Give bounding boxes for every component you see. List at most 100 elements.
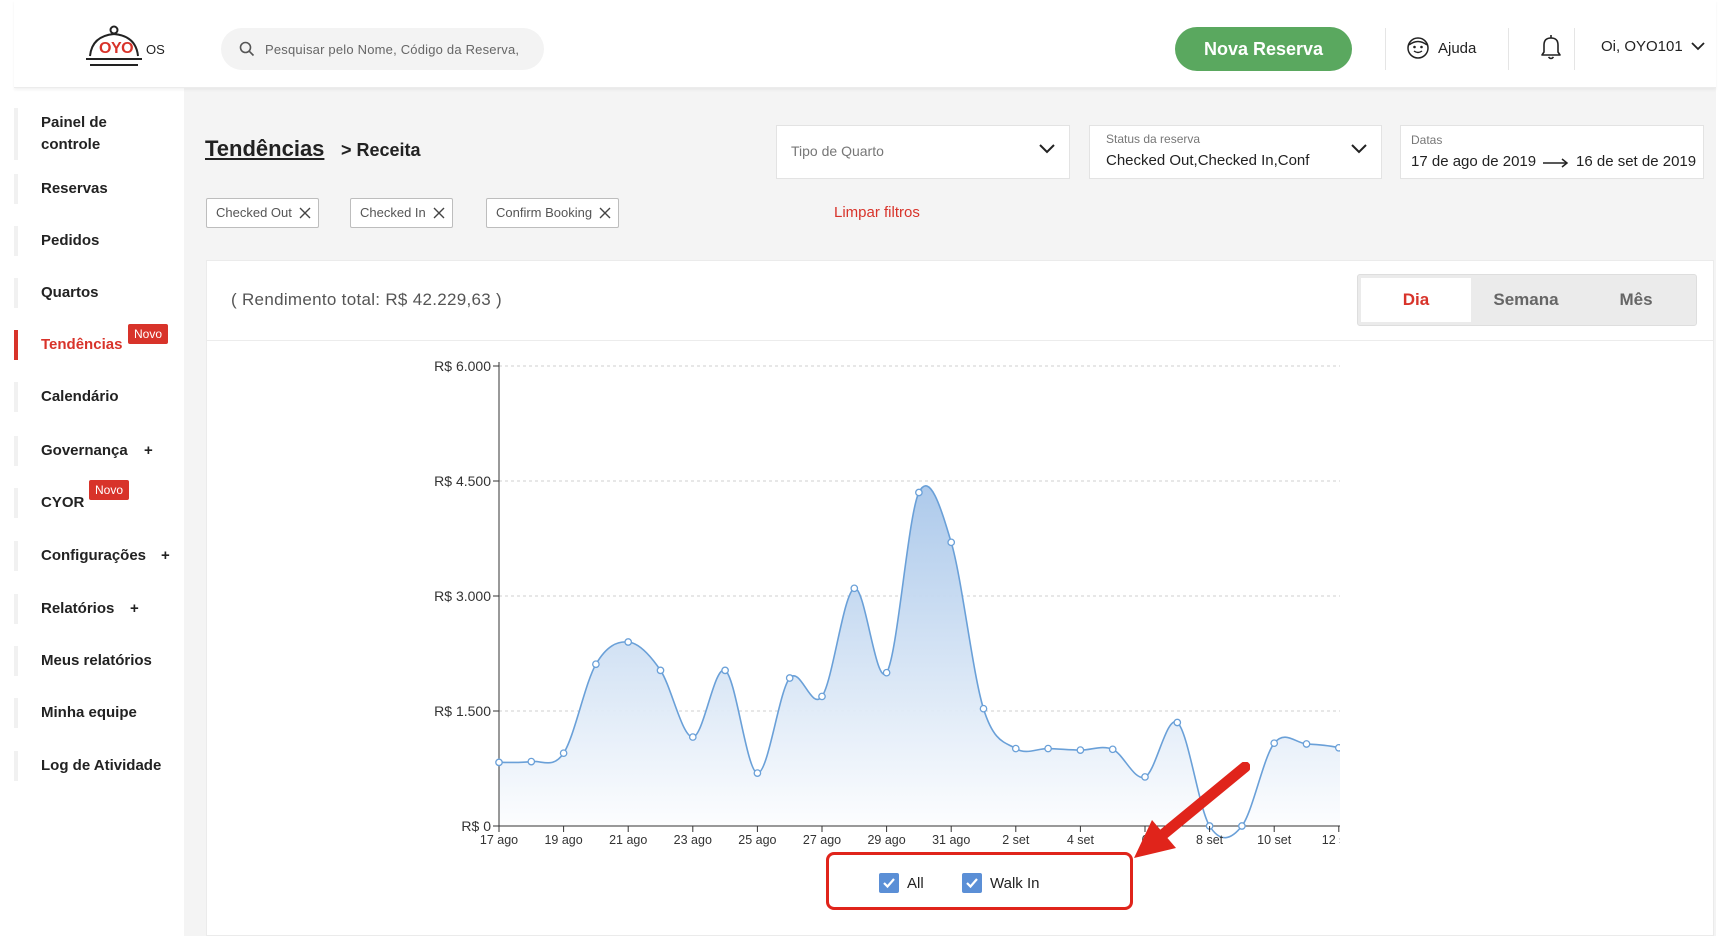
breadcrumb: > Receita [341,140,421,160]
room-type-dropdown[interactable]: Tipo de Quarto [776,125,1070,179]
sidebar-item-trends[interactable]: Tendências Novo [14,324,184,360]
sidebar-item-label: Calendário [41,388,119,405]
tab-day[interactable]: Dia [1361,278,1471,322]
legend-item-walk-in[interactable]: Walk In [962,873,1039,893]
x-tick-label: 23 ago [674,833,712,847]
data-point [559,749,568,758]
sidebar: Painel de controle Reservas Pedidos Quar… [14,88,184,936]
chip-label: Checked Out [216,205,292,220]
card-header: ( Rendimento total: R$ 42.229,63 ) Dia S… [207,261,1713,341]
chevron-down-icon [1691,42,1705,51]
sidebar-item-calendar[interactable]: Calendário [14,382,184,412]
sidebar-item-cyor[interactable]: CYOR Novo [14,480,184,518]
status-value: Checked Out,Checked In,Conf [1106,152,1310,169]
x-tick-label: 31 ago [932,833,970,847]
divider [1385,28,1386,70]
sidebar-item-activity-log[interactable]: Log de Atividade [14,751,184,781]
data-point [947,538,956,547]
divider [1574,28,1575,70]
data-point [527,757,536,766]
data-point [592,660,600,669]
chip-label: Confirm Booking [496,205,593,220]
checkbox-checked-icon[interactable] [879,873,899,893]
sidebar-item-reports[interactable]: Relatórios + [14,594,184,624]
user-menu[interactable]: Oi, OYO101 [1601,38,1705,55]
help-label: Ajuda [1438,39,1477,57]
x-tick-label: 10 set [1257,833,1292,847]
date-to: 16 de set de 2019 [1576,153,1697,170]
close-icon[interactable] [299,207,311,219]
sidebar-item-settings[interactable]: Configurações + [14,541,184,571]
sidebar-item-label: CYOR [41,494,85,511]
clear-filters-link[interactable]: Limpar filtros [834,204,920,221]
x-tick-label: 4 set [1067,833,1095,847]
search-icon [239,41,255,57]
new-booking-button[interactable]: Nova Reserva [1175,27,1352,71]
filter-chip-confirm-booking[interactable]: Confirm Booking [486,198,620,228]
help-button[interactable]: Ajuda [1406,36,1476,60]
close-icon[interactable] [599,207,611,219]
search-input[interactable]: Pesquisar pelo Nome, Código da Reserva, [221,28,544,70]
data-point [656,666,665,675]
close-icon[interactable] [433,207,445,219]
date-range-picker[interactable]: Datas 17 de ago de 2019 16 de set de 201… [1400,125,1704,179]
sidebar-item-label: Governança [41,442,128,459]
help-face-icon [1407,37,1429,59]
legend-highlight-box: All Walk In [826,852,1133,910]
new-badge: Novo [89,480,130,500]
status-label: Status da reserva [1106,132,1201,146]
annotation-arrow-icon [1134,762,1250,858]
booking-status-dropdown[interactable]: Status da reserva Checked Out,Checked In… [1089,125,1382,179]
x-tick-label: 19 ago [544,833,582,847]
data-point [1011,744,1020,753]
series-line-all [498,485,1340,839]
x-tick-label: 25 ago [738,833,776,847]
sidebar-item-label: Quartos [41,284,99,301]
data-point [850,584,859,593]
data-point [1334,743,1340,752]
sidebar-item-label: Configurações [41,547,147,564]
data-point [1238,822,1246,830]
sidebar-item-my-reports[interactable]: Meus relatórios [14,646,184,676]
notifications-bell-icon[interactable] [1540,34,1562,65]
search-placeholder: Pesquisar pelo Nome, Código da Reserva, [265,41,520,57]
page-title[interactable]: Tendências [205,136,325,161]
data-point [1302,740,1311,748]
tab-week[interactable]: Semana [1493,290,1559,309]
series-area-all [499,485,1340,838]
expand-plus-icon: + [161,547,170,564]
sidebar-item-orders[interactable]: Pedidos [14,226,184,256]
sidebar-item-label: Pedidos [41,232,100,249]
expand-plus-icon: + [144,442,153,459]
sidebar-item-label: Reservas [41,180,108,197]
x-tick-label: 29 ago [867,833,905,847]
filter-chip-checked-out[interactable]: Checked Out [206,198,319,228]
filter-chip-checked-in[interactable]: Checked In [350,198,453,228]
checkbox-checked-icon[interactable] [962,873,982,893]
logo-suffix: OS [146,42,165,57]
y-tick-label: R$ 1.500 [434,703,491,719]
y-tick-label: R$ 4.500 [434,473,491,489]
sidebar-item-housekeeping[interactable]: Governança + [14,436,184,466]
data-point [753,769,762,777]
expand-plus-icon: + [130,600,139,617]
data-point [785,674,794,682]
data-point [1141,773,1149,781]
sidebar-item-rooms[interactable]: Quartos [14,278,184,308]
data-point [915,488,923,497]
x-tick-label: 17 ago [480,833,518,847]
data-point [1270,739,1279,748]
sidebar-item-my-team[interactable]: Minha equipe [14,698,184,728]
legend-label: All [907,874,924,892]
x-tick-label: 8 set [1196,833,1224,847]
sidebar-item-reservations[interactable]: Reservas [14,174,184,204]
tab-month[interactable]: Mês [1619,290,1653,309]
y-tick-label: R$ 0 [461,818,491,834]
sidebar-item-label: Minha equipe [41,704,137,721]
data-point [979,704,988,713]
date-from: 17 de ago de 2019 [1411,153,1537,170]
data-point [624,638,633,646]
sidebar-item-dashboard[interactable]: Painel de controle [14,108,184,160]
oyo-os-logo[interactable]: OYO OS [84,24,194,74]
legend-item-all[interactable]: All [879,873,924,893]
